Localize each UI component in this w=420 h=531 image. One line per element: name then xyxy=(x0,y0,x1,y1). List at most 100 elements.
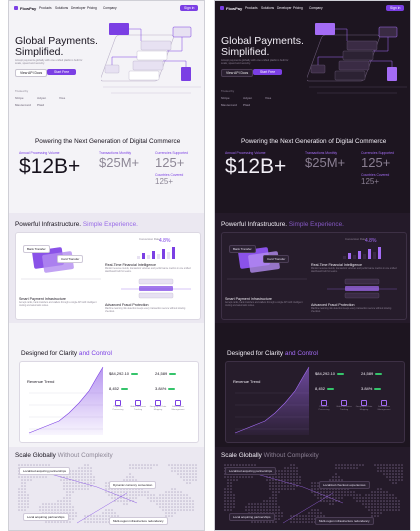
region-chip: Dynamic currency conversion xyxy=(109,481,157,489)
feature-title: Smart Payment Infrastructure xyxy=(19,297,66,301)
api-docs-button[interactable]: View API Docs xyxy=(15,69,48,77)
feature-icon xyxy=(115,400,121,406)
feature-icon xyxy=(341,400,347,406)
feature-title: Real-Time Financial Intelligence xyxy=(311,263,363,267)
trusted-label: Trusted by xyxy=(15,89,29,93)
metric-number: 3.84% xyxy=(361,386,373,391)
metric-number: 8,452 xyxy=(109,386,120,391)
title-muted: and Control xyxy=(284,350,318,357)
feature-title: Advanced Fraud Protection xyxy=(105,303,149,307)
stat-label: Currencies Supported xyxy=(155,151,188,155)
chart-label: Revenue Trend xyxy=(27,379,55,384)
region-chip: Localized acquiring partnerships xyxy=(225,467,277,475)
metric-value: 24,589 xyxy=(155,371,177,376)
metric-value: 4.8% xyxy=(159,238,171,244)
partner-logo: Adyen xyxy=(243,96,253,100)
stat-value: 125+ xyxy=(155,177,174,186)
metric-value: 3.84% xyxy=(361,386,382,391)
metric-value: $84,292.10 xyxy=(315,371,345,376)
stat-value: $25M+ xyxy=(99,155,140,170)
sign-in-button[interactable]: Sign in xyxy=(386,4,405,11)
partner-logo: Visa xyxy=(265,96,272,100)
partner-logo: Plaid xyxy=(243,103,251,107)
fraud-visual xyxy=(121,278,191,299)
payment-chip: Bank Transfer xyxy=(23,245,50,253)
feature-text: Monitor revenue trends, transaction volu… xyxy=(105,268,191,273)
title-muted: Simple Experience. xyxy=(288,221,344,228)
api-docs-button[interactable]: View API Docs xyxy=(221,69,254,77)
title-muted: Simple Experience. xyxy=(82,221,138,228)
metric-badge xyxy=(327,387,335,391)
metric-badge xyxy=(121,387,129,391)
metric-number: $84,292.10 xyxy=(109,371,130,376)
title-main: Designed for Clarity xyxy=(227,350,284,357)
metric-badge xyxy=(337,372,345,376)
sign-in-button[interactable]: Sign in xyxy=(180,4,199,11)
metric-number: 24,589 xyxy=(361,371,374,376)
stat-label: Transactions Monthly xyxy=(99,151,132,155)
nav-link[interactable]: Solutions xyxy=(55,6,69,10)
partner-logo: Adyen xyxy=(37,96,47,100)
logo-mark xyxy=(14,6,18,10)
logo: FlowPay xyxy=(226,5,243,11)
start-free-button[interactable]: Start Free xyxy=(253,69,283,75)
nav-link[interactable]: Company xyxy=(309,6,323,10)
title-main: Scale Globally xyxy=(221,452,262,459)
nav-link[interactable]: Products xyxy=(245,6,258,10)
payment-chip: Card Transfer xyxy=(263,255,290,263)
hero-illustration xyxy=(307,23,407,94)
partner-logo: Plaid xyxy=(37,103,45,107)
region-chip: Multi-region infrastructure redundancy xyxy=(109,517,168,525)
mini-bars xyxy=(343,247,381,259)
partner-logo: Mastercard xyxy=(221,103,238,107)
nav-link[interactable]: Pricing xyxy=(293,6,303,10)
metric-badge xyxy=(374,387,382,391)
clarity-title: Designed for Clarity and Control xyxy=(21,350,112,357)
feature-text: Accept cards, bank transfers and wallets… xyxy=(225,302,303,307)
stats-title: Powering the Next Generation of Digital … xyxy=(35,138,181,145)
start-free-button[interactable]: Start Free xyxy=(47,69,77,75)
feature-title: Advanced Fraud Protection xyxy=(311,303,355,307)
stat-value: 125+ xyxy=(361,155,391,170)
metric-number: 3.84% xyxy=(155,386,167,391)
region-chip: Local acquiring partnerships xyxy=(23,513,69,521)
hero-subtitle: Accept payments globally with one unifie… xyxy=(15,59,83,65)
stat-value: 125+ xyxy=(361,177,380,186)
stat-label: Countries Covered xyxy=(361,173,390,177)
feature-icon xyxy=(361,400,367,406)
nav-link[interactable]: Solutions xyxy=(261,6,275,10)
feature-label: Global Business Tracking xyxy=(130,406,146,411)
metric-value: 24,589 xyxy=(361,371,383,376)
stat-label: Annual Processing Volume xyxy=(225,151,266,155)
stat-label: Annual Processing Volume xyxy=(19,151,60,155)
stat-value: 125+ xyxy=(155,155,185,170)
metric-value: 4.8% xyxy=(365,238,377,244)
metric-badge xyxy=(131,372,139,376)
infrastructure-title: Powerful Infrastructure. Simple Experien… xyxy=(15,221,138,228)
nav-link[interactable]: Developer xyxy=(277,6,292,10)
region-chip: Local acquiring partnerships xyxy=(229,513,275,521)
region-chip: Multi-region infrastructure redundancy xyxy=(315,517,374,525)
hero-subtitle: Accept payments globally with one unifie… xyxy=(221,59,289,65)
metric-label: Conversion Rate xyxy=(345,237,366,241)
metric-label: Conversion Rate xyxy=(139,237,160,241)
partner-logo: Mastercard xyxy=(15,103,32,107)
feature-label: Payment Processing xyxy=(112,406,124,411)
nav-link[interactable]: Developer xyxy=(71,6,86,10)
metric-badge xyxy=(169,372,177,376)
metric-value: 8,452 xyxy=(315,386,335,391)
feature-card xyxy=(15,232,201,320)
hero-title: Global Payments. Simplified. xyxy=(221,35,304,58)
metric-number: $84,292.10 xyxy=(315,371,336,376)
title-main: Scale Globally xyxy=(15,452,56,459)
nav-link[interactable]: Company xyxy=(103,6,117,10)
title-main: Powerful Infrastructure. xyxy=(15,221,82,228)
nav-link[interactable]: Pricing xyxy=(87,6,97,10)
nav-link[interactable]: Products xyxy=(39,6,52,10)
dark-panel: FlowPay Products Solutions Developer Pricing… xyxy=(214,0,411,531)
stat-label: Currencies Supported xyxy=(361,151,394,155)
payment-chip: Card Transfer xyxy=(57,255,84,263)
partner-logo: Stripe xyxy=(221,96,230,100)
feature-text: Accept cards, bank transfers and wallets… xyxy=(19,302,97,307)
